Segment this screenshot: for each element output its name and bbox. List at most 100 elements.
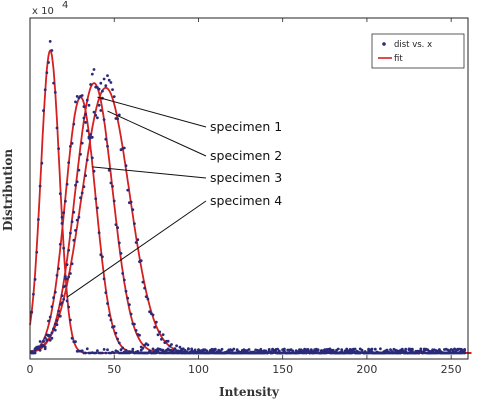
data-point [158,330,162,334]
y-multiplier: x 10 [32,6,54,17]
data-point [97,231,101,235]
annotation-label: specimen 1 [210,119,282,134]
data-point [406,351,409,355]
data-point [121,272,125,275]
data-point [215,351,219,355]
data-point [38,184,42,188]
data-point [298,351,301,355]
data-point [55,323,59,326]
data-point [67,275,71,279]
data-point [106,348,109,352]
plot-frame [29,17,469,360]
data-point [96,116,99,120]
data-point [114,223,118,227]
data-point [453,347,456,351]
data-point [72,238,76,242]
data-point [370,347,374,351]
data-point [256,348,259,352]
data-point [325,351,328,355]
data-point [458,347,461,351]
data-point [106,144,109,148]
data-point [175,344,179,348]
data-point [257,351,261,355]
data-point [97,103,101,107]
data-point [161,333,165,336]
data-point [60,301,64,305]
data-point [43,345,47,349]
data-point [96,349,99,353]
data-point [112,199,116,203]
data-point [407,347,411,351]
data-point [291,349,295,353]
data-point [446,351,450,355]
data-point [286,351,290,355]
data-point [124,348,128,352]
data-point [121,346,125,350]
data-point [64,275,67,278]
data-point [127,303,131,306]
data-point [70,262,74,266]
x-tick-label: 50 [107,363,121,376]
data-point [48,315,52,319]
data-point [449,348,453,351]
data-point [373,347,377,351]
data-point [69,318,72,322]
data-point [102,77,106,81]
data-point [272,349,276,352]
data-point [146,297,150,301]
data-point [90,72,94,76]
data-point [57,147,60,151]
data-point [188,351,192,355]
data-point [109,81,113,84]
data-point [58,314,62,318]
data-point [87,136,91,140]
data-point [311,351,315,355]
data-point [244,349,248,352]
annotation-leader-line [92,166,207,179]
data-point [43,88,47,92]
data-point [138,333,141,337]
data-point [338,351,342,355]
data-point [318,351,322,355]
data-point [328,349,332,353]
data-point [48,334,52,337]
data-point [84,113,87,116]
data-point [254,351,258,355]
data-point [195,351,199,355]
data-point [156,347,160,351]
data-point [111,88,114,91]
data-point [82,116,86,120]
data-point [64,199,67,203]
data-point [134,329,138,332]
data-point [187,347,190,351]
data-point [67,161,71,165]
legend: dist vs. x fit [371,33,465,69]
data-point [259,347,263,351]
annotation-label: specimen 2 [210,148,282,163]
data-point [412,351,416,355]
annotation-background [208,120,286,135]
data-point [80,191,84,195]
data-point [176,349,180,353]
data-point [232,347,236,351]
data-point [69,272,72,275]
x-axis-label: Intensity [219,385,280,399]
data-point [247,348,251,351]
data-point [69,231,72,235]
data-point [30,310,34,314]
data-point [112,325,116,328]
data-point [85,158,89,162]
data-point [345,347,349,351]
data-point [40,161,44,165]
data-point [141,280,145,284]
data-point [62,297,66,301]
data-point [70,220,74,224]
data-point [38,348,42,352]
data-point [419,349,423,353]
data-point [96,206,99,210]
data-point [99,109,103,112]
data-point [321,351,325,355]
data-point [85,98,89,102]
x-tick-label: 0 [27,363,34,376]
data-point [459,351,463,355]
